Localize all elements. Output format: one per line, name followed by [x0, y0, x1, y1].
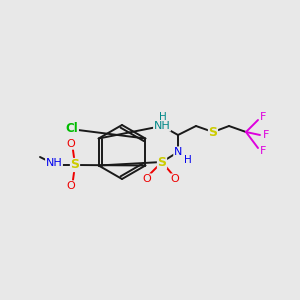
Text: S: S — [158, 155, 166, 169]
Text: H: H — [159, 112, 167, 122]
Text: O: O — [142, 174, 152, 184]
Text: O: O — [67, 181, 75, 191]
Text: NH: NH — [46, 158, 62, 168]
Text: S: S — [208, 125, 217, 139]
Text: O: O — [67, 139, 75, 149]
Text: NH: NH — [154, 121, 170, 131]
Text: F: F — [263, 130, 269, 140]
Text: S: S — [70, 158, 80, 172]
Text: O: O — [171, 174, 179, 184]
Text: H: H — [184, 155, 192, 165]
Text: F: F — [260, 112, 266, 122]
Text: N: N — [174, 147, 182, 157]
Text: Cl: Cl — [66, 122, 78, 134]
Text: F: F — [260, 146, 266, 156]
